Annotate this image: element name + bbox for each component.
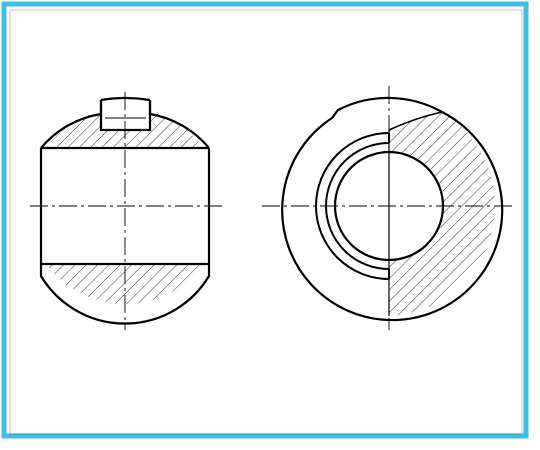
lower-arc (39, 264, 211, 325)
outer-border (1, 1, 529, 439)
inner-border-shadow (9, 9, 523, 435)
top-notch (331, 96, 443, 119)
side-half-section-view (262, 86, 515, 330)
groove-outer-arc (315, 132, 390, 280)
slot-outline (99, 100, 152, 132)
outer-circle (281, 111, 504, 322)
break-line (388, 111, 443, 131)
